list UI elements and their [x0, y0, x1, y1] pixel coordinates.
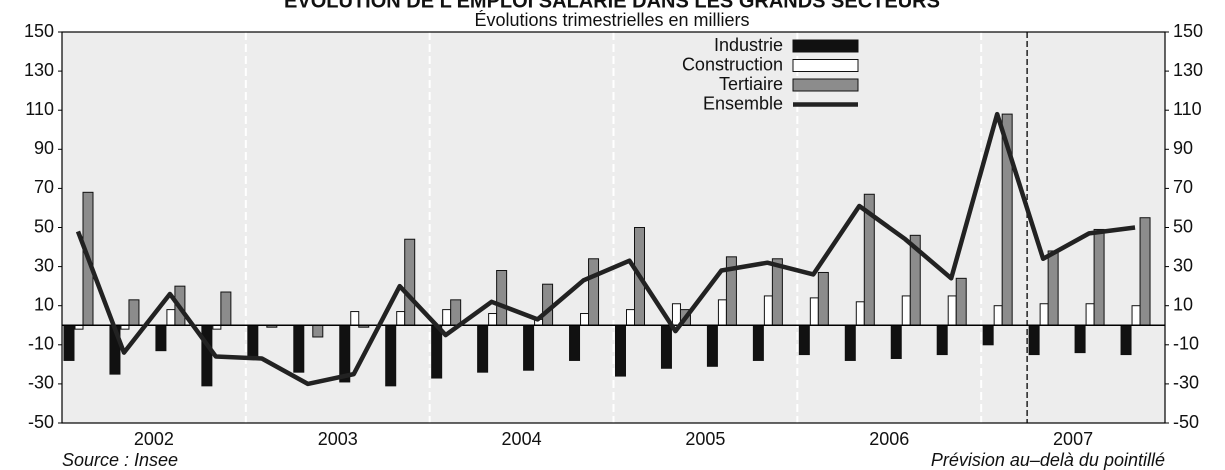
- y2-tick-label: 70: [1173, 177, 1193, 197]
- y-tick-label: 150: [24, 21, 54, 41]
- bar: [901, 295, 911, 326]
- y-tick-label: -50: [28, 412, 54, 432]
- bar: [1139, 217, 1151, 326]
- bar: [1039, 303, 1049, 326]
- chart-subtitle: Évolutions trimestrielles en milliers: [474, 10, 749, 30]
- bar: [890, 324, 902, 359]
- bar: [982, 324, 994, 346]
- bar: [247, 324, 259, 359]
- bar: [752, 324, 764, 361]
- bar: [1085, 303, 1095, 326]
- bar: [1093, 228, 1105, 326]
- y-tick-label: -10: [28, 334, 54, 354]
- bar: [763, 295, 773, 326]
- bar: [817, 271, 829, 326]
- bar: [431, 324, 443, 379]
- legend-label: Construction: [682, 54, 783, 74]
- bar: [1047, 250, 1059, 326]
- bar: [404, 238, 416, 326]
- bar: [155, 324, 167, 352]
- y2-tick-label: -10: [1173, 334, 1199, 354]
- bar: [523, 324, 535, 371]
- bar: [1074, 324, 1086, 354]
- bar: [569, 324, 581, 361]
- bar: [771, 258, 783, 326]
- bar: [1131, 305, 1141, 326]
- legend-swatch: [792, 59, 859, 72]
- bar: [385, 324, 397, 387]
- x-tick-label: 2005: [685, 429, 725, 449]
- bar: [993, 305, 1003, 326]
- bar: [955, 277, 967, 326]
- bar: [615, 324, 626, 377]
- bar: [660, 324, 672, 369]
- bar: [220, 291, 232, 326]
- bar: [442, 309, 452, 326]
- bar: [477, 324, 489, 373]
- bar: [350, 311, 360, 326]
- bar: [798, 324, 810, 356]
- bar: [580, 313, 590, 326]
- bar: [488, 313, 498, 326]
- bar: [717, 299, 727, 326]
- bar: [947, 295, 957, 326]
- bar: [293, 324, 305, 373]
- bar: [588, 258, 600, 326]
- y-tick-label: 70: [34, 177, 54, 197]
- line: [75, 111, 1136, 387]
- legend-swatch: [792, 39, 859, 53]
- y-tick-label: 30: [34, 255, 54, 275]
- y2-tick-label: 110: [1173, 99, 1202, 119]
- y2-tick-label: 50: [1173, 216, 1193, 236]
- y-tick-label: 50: [34, 216, 54, 236]
- y2-tick-label: 30: [1173, 255, 1193, 275]
- source: Source : Insee: [62, 450, 178, 470]
- y2-tick-label: 130: [1173, 60, 1203, 80]
- x-tick-label: 2003: [318, 429, 358, 449]
- bar: [706, 324, 718, 367]
- bar: [936, 324, 948, 356]
- note: Prévision au–delà du pointillé: [931, 450, 1165, 470]
- y-tick-label: 130: [24, 60, 54, 80]
- y2-tick-label: -50: [1173, 412, 1199, 432]
- y-tick-label: 110: [25, 99, 54, 119]
- y2-tick-label: 150: [1173, 21, 1203, 41]
- bar: [671, 303, 681, 326]
- bar: [1120, 324, 1132, 356]
- bar: [201, 324, 213, 387]
- legend-label: Tertiaire: [719, 74, 783, 94]
- bar: [128, 299, 140, 326]
- bar: [312, 324, 324, 338]
- x-tick-label: 2004: [502, 429, 542, 449]
- y2-tick-label: 90: [1173, 138, 1193, 158]
- y2-tick-label: -30: [1173, 373, 1199, 393]
- bar: [166, 309, 176, 326]
- bar: [63, 324, 75, 361]
- x-tick-label: 2002: [134, 429, 174, 449]
- plot-frame: [61, 31, 1166, 424]
- bar: [542, 283, 554, 326]
- y-tick-label: -30: [28, 373, 54, 393]
- bar: [1028, 324, 1040, 356]
- y-tick-label: 10: [34, 294, 54, 314]
- chart-title: ÉVOLUTION DE L'EMPLOI SALARIÉ DANS LES G…: [284, 0, 940, 12]
- legend-swatch: [792, 78, 859, 92]
- x-tick-label: 2006: [869, 429, 909, 449]
- bar: [855, 301, 865, 326]
- y-tick-label: 90: [34, 138, 54, 158]
- bar: [809, 297, 819, 326]
- bar: [626, 309, 635, 326]
- legend-label: Industrie: [714, 35, 783, 55]
- x-tick-label: 2007: [1053, 429, 1093, 449]
- bar: [396, 311, 406, 326]
- y2-tick-label: 10: [1173, 294, 1193, 314]
- bar: [496, 270, 508, 326]
- bar: [844, 324, 856, 361]
- legend-label: Ensemble: [703, 93, 783, 113]
- bar: [450, 299, 462, 326]
